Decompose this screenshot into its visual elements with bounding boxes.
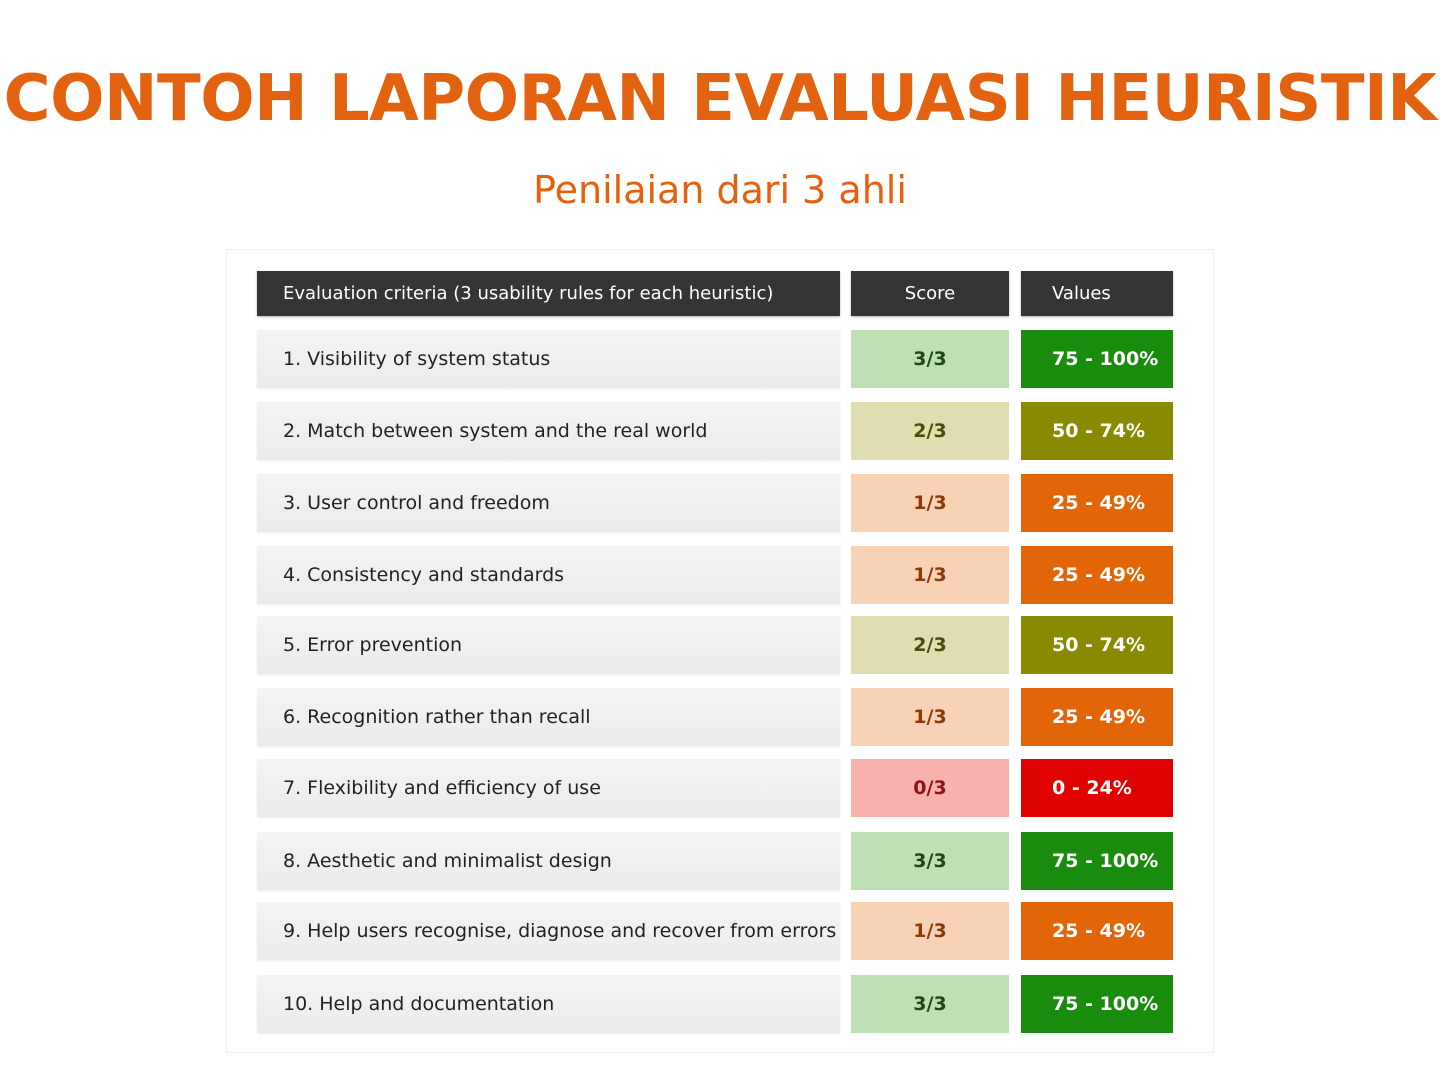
table-row-score: 1/3: [851, 474, 1009, 532]
table-row-criteria: 5. Error prevention: [257, 616, 840, 674]
table-row-value-badge: 25 - 49%: [1021, 902, 1173, 960]
table-row-score: 2/3: [851, 616, 1009, 674]
page-subtitle: Penilaian dari 3 ahli: [533, 168, 907, 212]
table-row-score: 3/3: [851, 975, 1009, 1033]
table-row-value-badge: 25 - 49%: [1021, 688, 1173, 746]
table-row-score: 3/3: [851, 330, 1009, 388]
table-row-value-badge: 75 - 100%: [1021, 975, 1173, 1033]
table-row-criteria: 7. Flexibility and efficiency of use: [257, 759, 840, 817]
table-row-score: 1/3: [851, 546, 1009, 604]
table-row-criteria: 8. Aesthetic and minimalist design: [257, 832, 840, 890]
table-row-criteria: 2. Match between system and the real wor…: [257, 402, 840, 460]
header-criteria: Evaluation criteria (3 usability rules f…: [257, 271, 840, 316]
table-row-score: 0/3: [851, 759, 1009, 817]
table-row-score: 2/3: [851, 402, 1009, 460]
table-row-criteria: 9. Help users recognise, diagnose and re…: [257, 902, 840, 960]
table-row-value-badge: 75 - 100%: [1021, 832, 1173, 890]
table-row-value-badge: 50 - 74%: [1021, 616, 1173, 674]
table-row-criteria: 1. Visibility of system status: [257, 330, 840, 388]
table-row-value-badge: 25 - 49%: [1021, 474, 1173, 532]
header-values: Values: [1021, 271, 1173, 316]
table-row-criteria: 10. Help and documentation: [257, 975, 840, 1033]
table-row-score: 1/3: [851, 688, 1009, 746]
page-title: CONTOH LAPORAN EVALUASI HEURISTIK: [3, 62, 1437, 136]
table-row-value-badge: 75 - 100%: [1021, 330, 1173, 388]
table-row-score: 1/3: [851, 902, 1009, 960]
table-row-score: 3/3: [851, 832, 1009, 890]
table-row-value-badge: 50 - 74%: [1021, 402, 1173, 460]
table-row-criteria: 4. Consistency and standards: [257, 546, 840, 604]
table-row-value-badge: 0 - 24%: [1021, 759, 1173, 817]
table-row-value-badge: 25 - 49%: [1021, 546, 1173, 604]
table-row-criteria: 6. Recognition rather than recall: [257, 688, 840, 746]
header-score: Score: [851, 271, 1009, 316]
table-row-criteria: 3. User control and freedom: [257, 474, 840, 532]
